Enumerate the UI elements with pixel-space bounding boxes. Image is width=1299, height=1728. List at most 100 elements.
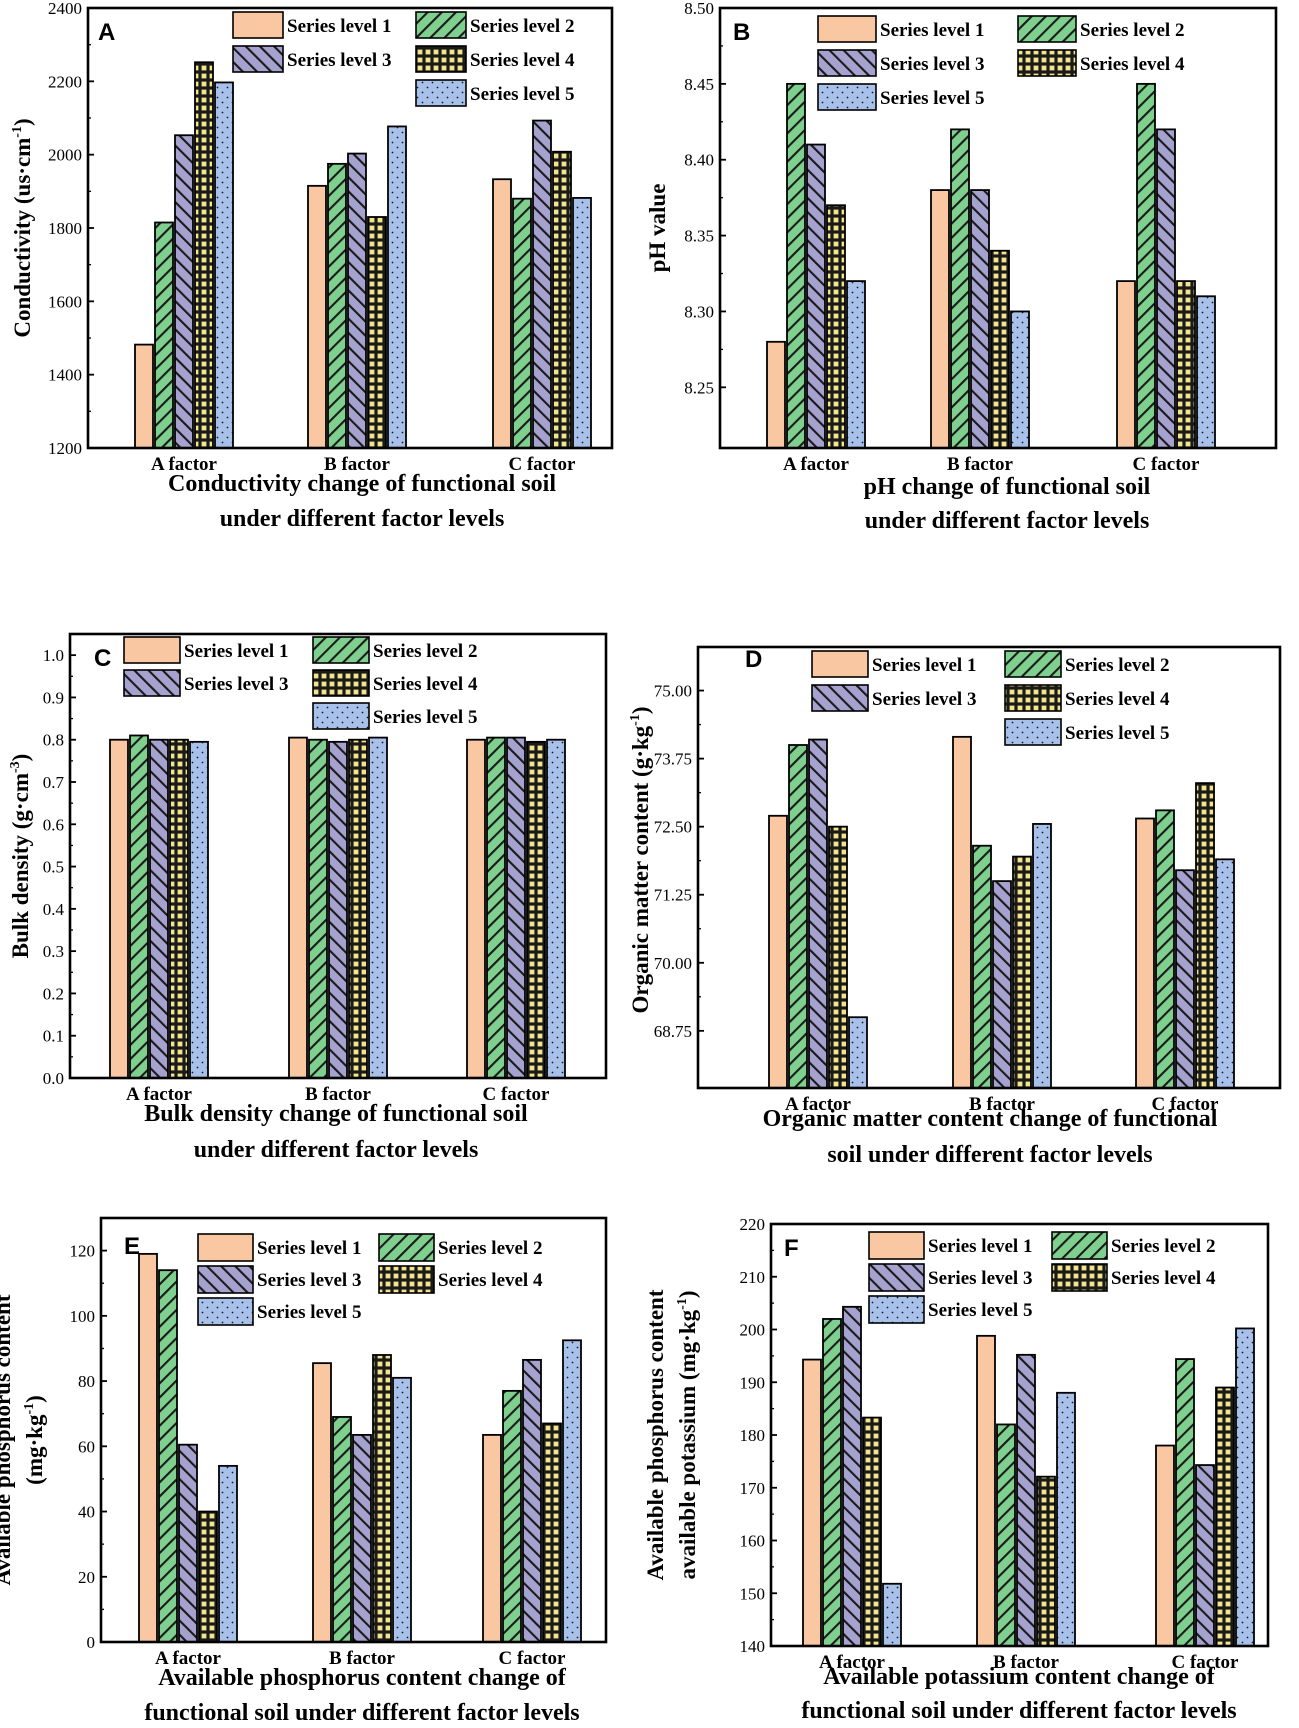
bar-f-s1-a-factor xyxy=(802,1358,822,1647)
plot-frame xyxy=(718,6,1278,450)
bar-b-s3-a-factor xyxy=(806,143,826,449)
bar-f-s1-b-factor xyxy=(976,1334,996,1647)
legend-swatch-4 xyxy=(1004,684,1062,712)
y-label-superscript: -1 xyxy=(10,126,25,138)
bar-b-s1-a-factor xyxy=(766,340,786,449)
y-tick-label: 80 xyxy=(78,1372,95,1391)
legend: Series level 1 Series level 2 Series level… xyxy=(232,11,575,107)
legend-swatch-3 xyxy=(811,684,869,712)
bar-d-s1-c-factor xyxy=(1135,817,1155,1089)
x-category-label: B factor xyxy=(969,1094,1036,1115)
y-tick-label: 0.5 xyxy=(43,858,64,877)
bar-a-s5-a-factor xyxy=(214,81,234,449)
legend-label: Series level 1 xyxy=(880,20,984,41)
bar-c-s1-a-factor xyxy=(109,738,129,1079)
y-tick-label: 1600 xyxy=(48,292,82,311)
bar-e-s1-a-factor xyxy=(138,1252,158,1643)
y-tick-label: 2200 xyxy=(48,72,82,91)
panel-caption-line: under different factor levels xyxy=(220,506,505,532)
y-tick-label: 8.25 xyxy=(684,378,714,397)
legend-swatch-3 xyxy=(232,45,284,73)
bar-b-s1-b-factor xyxy=(930,189,950,449)
y-tick-label: 160 xyxy=(740,1532,766,1551)
y-tick-label: 1.0 xyxy=(43,646,64,665)
bar-f-s3-a-factor xyxy=(842,1305,862,1647)
legend-swatch-3 xyxy=(868,1263,925,1292)
y-tick-label: 1200 xyxy=(48,439,82,458)
bar-b-s5-b-factor xyxy=(1010,310,1030,449)
panel-letter: C xyxy=(94,645,111,672)
legend-swatch-1 xyxy=(123,636,181,664)
x-category-label: A factor xyxy=(783,454,850,475)
chart-panel-d: 68.75 70.00 71.25 72.50 73.75 75.00 A factor B … xyxy=(628,645,1282,1168)
x-category-label: A factor xyxy=(126,1084,193,1105)
bar-c-s2-b-factor xyxy=(308,738,328,1079)
bar-f-s4-b-factor xyxy=(1036,1475,1056,1647)
legend-label: Series level 5 xyxy=(470,84,574,105)
legend-label: Series level 1 xyxy=(287,16,391,37)
panel-caption-line: soil under different factor levels xyxy=(827,1142,1152,1168)
bar-c-s3-b-factor xyxy=(328,740,348,1079)
bar-f-s2-b-factor xyxy=(996,1423,1016,1647)
panel-caption-line: functional soil under different factor l… xyxy=(801,1698,1236,1724)
legend-label: Series level 1 xyxy=(872,655,976,676)
y-label-text: Bulk density (g·cm xyxy=(8,773,33,958)
y-label-text-end: ) xyxy=(628,706,653,714)
legend: Series level 1 Series level 2 Series level… xyxy=(868,1231,1216,1324)
bar-f-s3-c-factor xyxy=(1195,1464,1215,1647)
bar-d-s3-c-factor xyxy=(1175,869,1195,1089)
x-category-label: C factor xyxy=(1172,1652,1240,1673)
x-category-label: C factor xyxy=(499,1648,567,1669)
y-axis-label: Conductivity (us·cm-1) xyxy=(10,118,35,337)
legend-swatch-1 xyxy=(811,650,869,678)
legend-swatch-4 xyxy=(1051,1263,1108,1292)
panel-caption-line: Available potassium content change of xyxy=(823,1664,1216,1690)
legend-label: Series level 5 xyxy=(928,1300,1032,1321)
bar-c-s4-a-factor xyxy=(169,738,189,1079)
legend-swatch-5 xyxy=(817,83,877,111)
x-category-label: B factor xyxy=(324,454,391,475)
legend-swatch-5 xyxy=(415,79,467,107)
y-tick-label: 8.50 xyxy=(684,0,714,18)
legend-swatch-2 xyxy=(378,1233,435,1262)
bar-e-s4-a-factor xyxy=(198,1510,218,1643)
bar-a-s4-c-factor xyxy=(552,150,572,449)
x-category-label: B factor xyxy=(947,454,1014,475)
bar-d-s5-a-factor xyxy=(848,1016,868,1089)
y-tick-label: 60 xyxy=(78,1437,95,1456)
y-tick-label: 0.3 xyxy=(43,942,64,961)
y-tick-label: 0.6 xyxy=(43,815,64,834)
bar-d-s2-b-factor xyxy=(972,844,992,1089)
legend-swatch-5 xyxy=(868,1295,925,1324)
panel-caption-line: functional soil under different factor l… xyxy=(144,1700,579,1726)
bar-c-s4-b-factor xyxy=(348,738,368,1079)
plot-frame xyxy=(99,1216,608,1644)
legend-swatch-1 xyxy=(197,1233,254,1262)
legend: Series level 1 Series level 2 Series level… xyxy=(197,1233,543,1326)
bar-d-s1-b-factor xyxy=(952,735,972,1089)
legend-label: Series level 1 xyxy=(184,641,288,662)
bar-e-s5-a-factor xyxy=(218,1464,238,1643)
x-category-label: A factor xyxy=(785,1094,852,1115)
bar-a-s1-b-factor xyxy=(307,184,327,449)
legend-label: Series level 4 xyxy=(470,50,575,71)
bar-b-s4-c-factor xyxy=(1176,280,1196,449)
bar-a-s1-c-factor xyxy=(492,178,512,449)
y-label-text-end: ) xyxy=(8,754,33,762)
bar-f-s2-a-factor xyxy=(822,1318,842,1647)
y-label-line-2: available potassium (mg·kg xyxy=(675,1309,700,1579)
x-category-label: A factor xyxy=(151,454,218,475)
y-label-line-1: Available phosphorus content xyxy=(643,1289,668,1580)
y-label-text-end: ) xyxy=(10,118,35,126)
legend-swatch-3 xyxy=(817,49,877,77)
y-tick-label: 170 xyxy=(740,1479,766,1498)
legend-label: Series level 3 xyxy=(184,674,288,695)
y-axis-label: Bulk density (g·cm-3) xyxy=(8,754,33,959)
y-tick-label: 140 xyxy=(740,1637,766,1656)
legend-swatch-3 xyxy=(123,669,181,697)
bar-b-s4-a-factor xyxy=(826,204,846,449)
bar-d-s1-a-factor xyxy=(768,814,788,1089)
bar-f-s5-c-factor xyxy=(1235,1327,1255,1647)
legend-swatch-3 xyxy=(197,1265,254,1294)
